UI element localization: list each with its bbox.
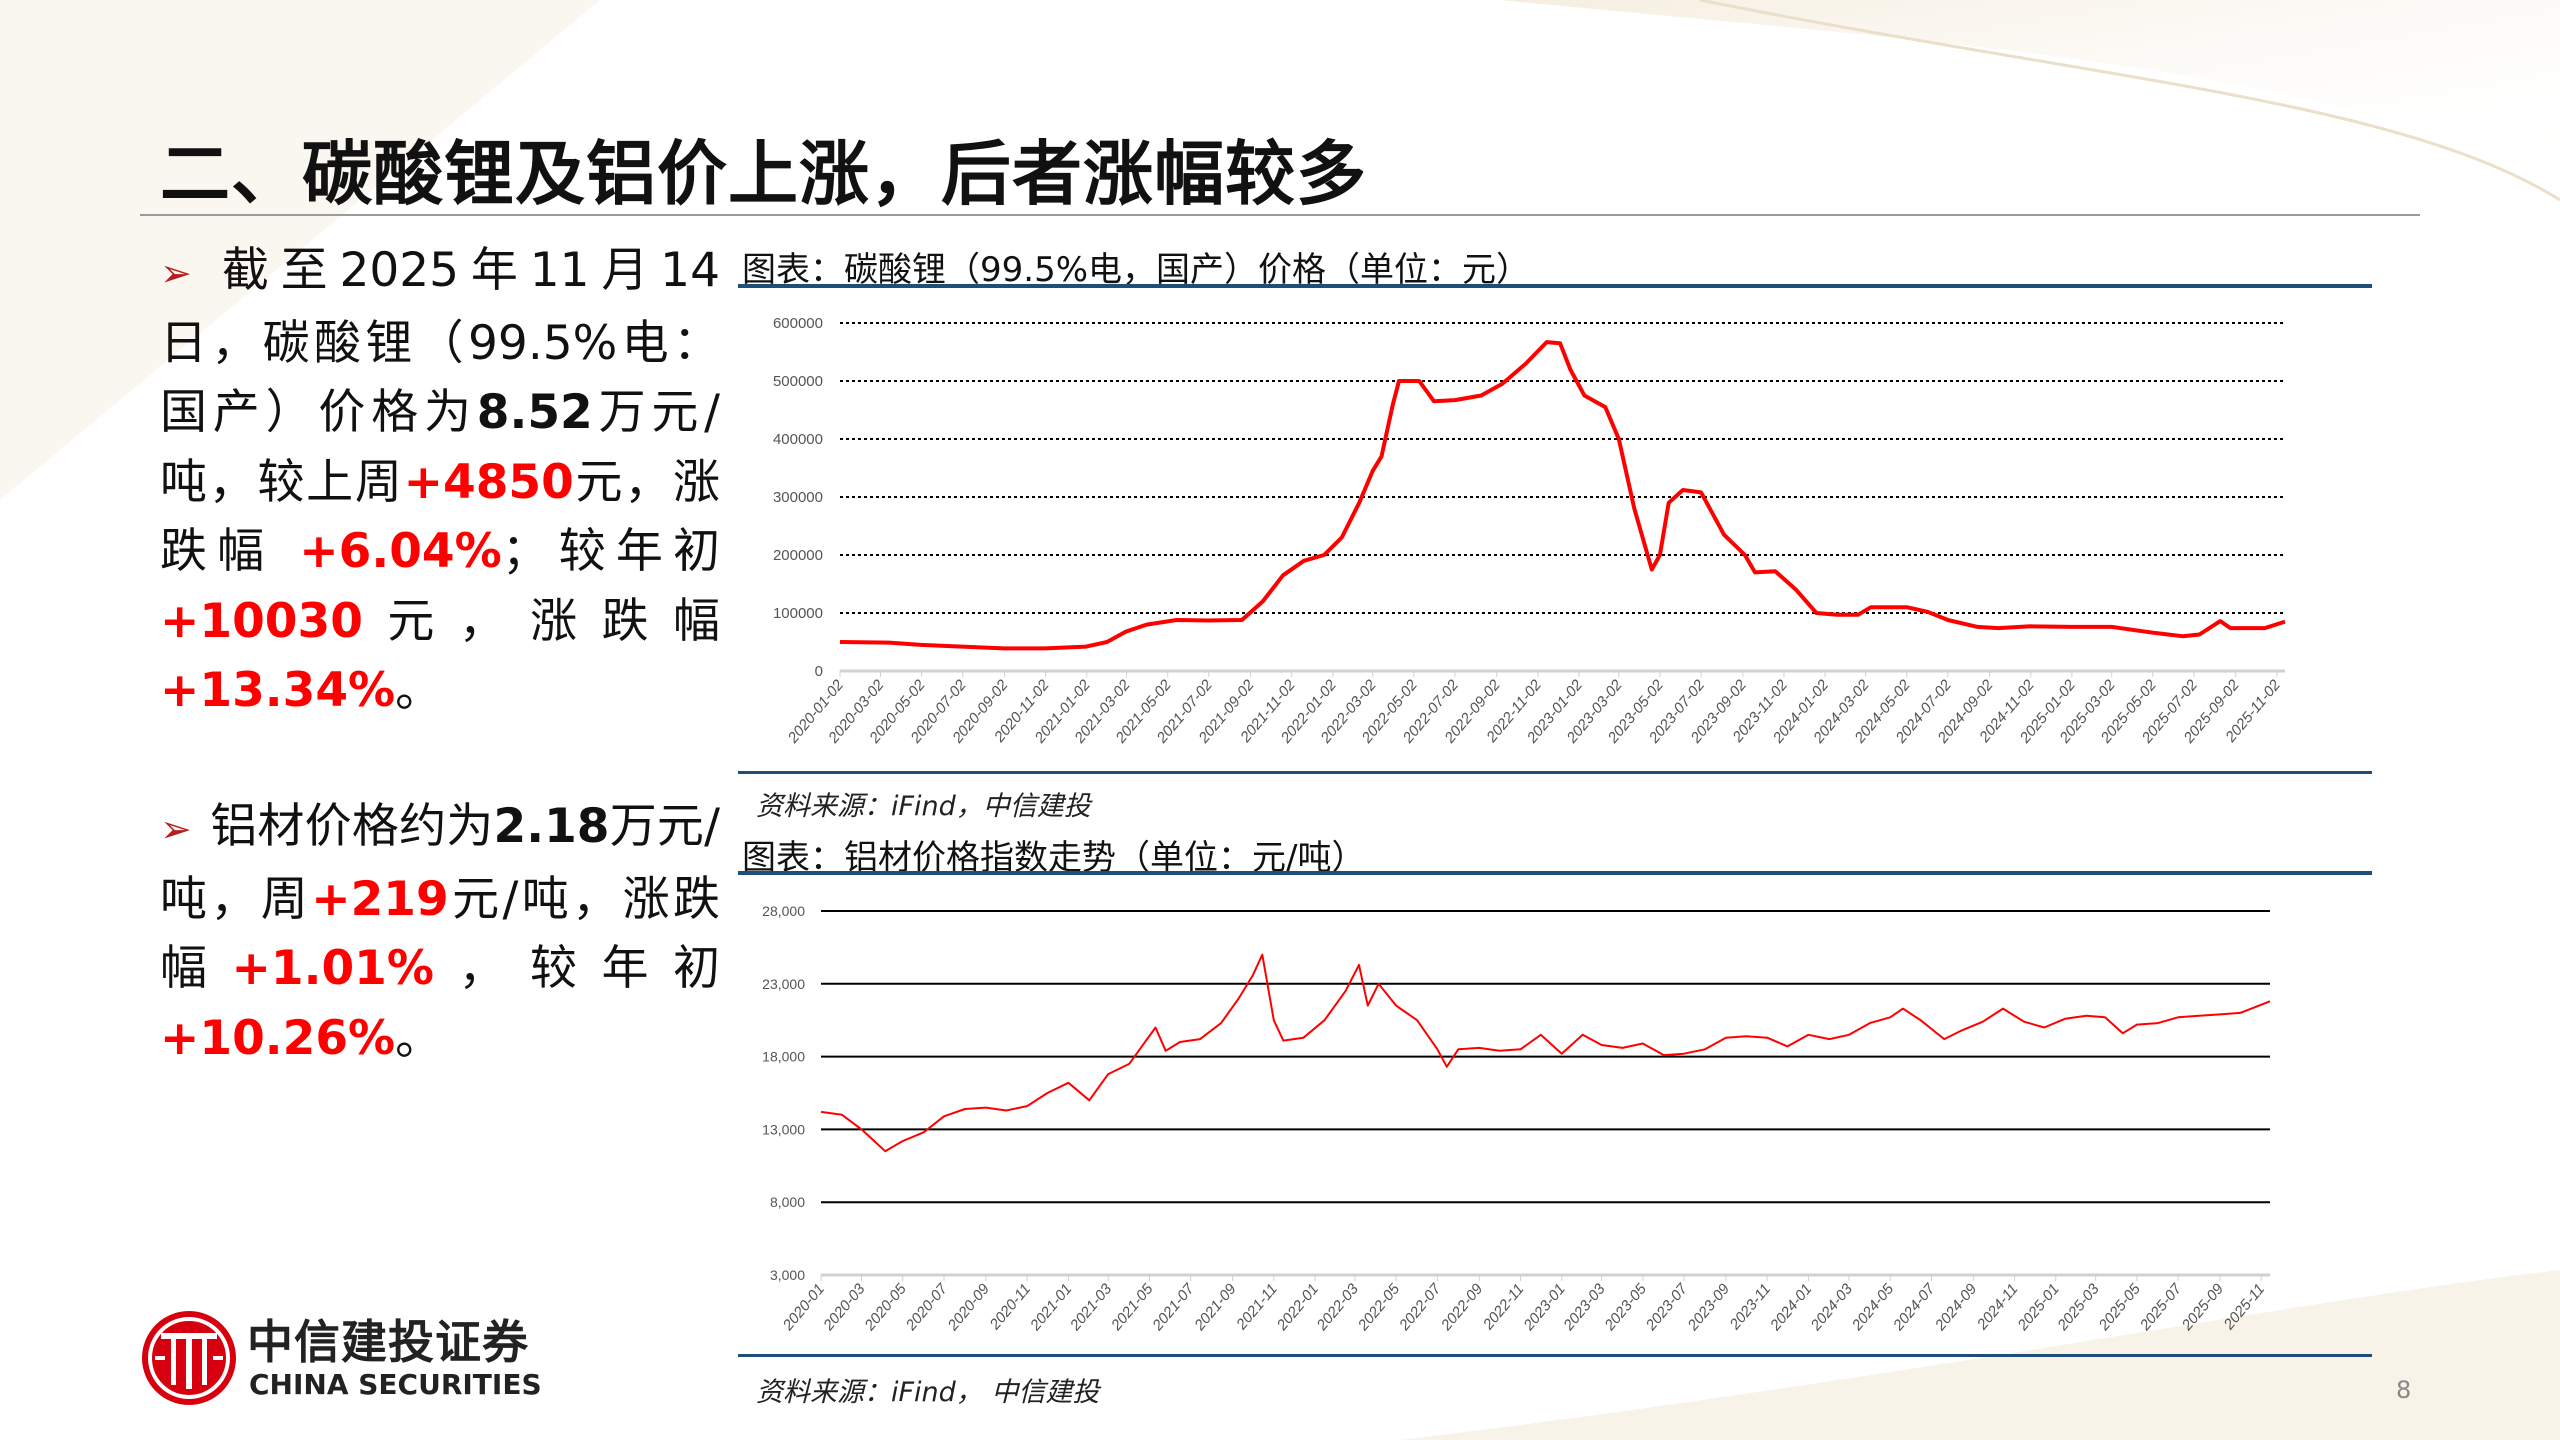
arrowhead-bullet-icon: ➢ [160,251,192,295]
y-tick-label: 3,000 [770,1267,805,1283]
y-tick-label: 23,000 [762,976,805,992]
x-tick-label: 2022-11 [1479,1281,1527,1334]
bullet-text: ；较年初 [501,524,720,579]
y-tick-label: 600000 [773,315,823,332]
x-tick-label: 2021-01 [1026,1281,1075,1335]
citic-emblem-icon [142,1311,236,1405]
bullet-lithium: ➢ 截至2025年11月14日，碳酸锂（99.5%电：国产）价格为8.52万元/吨… [160,236,720,726]
bullet-text: 万元/吨，周 [160,799,720,927]
highlight-value: +219 [311,871,449,927]
bullet-text: 铝材价格约为 [210,799,494,854]
page-title: 二、碳酸锂及铝价上涨，后者涨幅较多 [160,133,1367,215]
x-tick-label: 2022-05 [1354,1280,1403,1334]
x-tick-label: 2020-05 [861,1280,910,1334]
y-tick-label: 200000 [773,547,823,564]
y-tick-label: 28,000 [762,903,805,919]
highlight-value: +6.04% [299,524,502,579]
bullet-text: 8.52 [476,385,593,440]
x-tick-label: 2025-01 [2014,1281,2063,1335]
x-tick-label: 2024-05 [1848,1280,1897,1334]
logo-cn-text: 中信建投证券 [247,1315,529,1369]
x-tick-label: 2023-07 [1642,1280,1691,1334]
chart-heading-lithium: 图表：碳酸锂（99.5%电，国产）价格（单位：元） [742,250,1531,290]
x-tick-label: 2021-07 [1149,1280,1198,1334]
bullet-text: 2.18 [493,799,610,854]
x-tick-label: 2024-01 [1766,1281,1815,1335]
x-tick-label: 2023-03 [1560,1280,1609,1334]
highlight-value: +10030 [160,593,363,649]
x-tick-label: 2025-05 [2095,1280,2144,1334]
y-tick-label: 300000 [773,489,823,506]
x-tick-label: 2025-11 [2220,1281,2268,1334]
logo-en-text: CHINA SECURITIES [249,1368,542,1401]
chart-heading-rule [738,871,2372,875]
x-tick-label: 2020-03 [820,1280,869,1334]
x-tick-label: 2021-03 [1066,1280,1115,1334]
highlight-value: +10.26% [160,1010,396,1066]
x-tick-label: 2023-09 [1684,1280,1733,1334]
bullet-text: 截至2025年11月14日，碳酸锂（99.5%电：国产）价格为 [160,243,720,440]
y-tick-label: 0 [815,663,823,680]
chart-source-aluminum: 资料来源：iFind， 中信建投 [756,1377,1100,1408]
china-securities-logo: 中信建投证券 CHINA SECURITIES [139,1306,559,1410]
x-tick-label: 2024-11 [1973,1281,2021,1334]
title-divider [140,214,2420,216]
x-tick-label: 2022-09 [1437,1280,1486,1334]
page-number: 8 [2396,1376,2412,1404]
highlight-value: +1.01% [231,941,434,996]
x-tick-label: 2022-03 [1313,1280,1362,1334]
x-tick-label: 2020-01 [779,1281,828,1335]
bullet-text: 。 [395,1010,443,1066]
bullet-text: 元，涨跌幅 [362,593,720,649]
y-tick-label: 400000 [773,431,823,448]
bullet-text: 万元/吨，较上周 [160,385,720,510]
arrowhead-bullet-icon: ➢ [160,807,192,851]
x-tick-label: 2020-11 [986,1281,1034,1334]
x-tick-label: 2021-09 [1191,1280,1240,1334]
bullet-text: ，较年初 [433,941,721,996]
y-tick-label: 100000 [773,605,823,622]
x-tick-label: 2021-11 [1233,1281,1281,1334]
bullet-text: 。 [395,663,443,718]
y-tick-label: 18,000 [762,1049,805,1065]
y-tick-label: 500000 [773,373,823,390]
highlight-value: +4850 [403,454,574,510]
x-tick-label: 2022-07 [1395,1280,1444,1334]
x-tick-label: 2024-03 [1807,1280,1856,1334]
x-tick-label: 2022-01 [1273,1281,1322,1335]
x-tick-label: 2020-07 [902,1280,951,1334]
x-tick-label: 2023-01 [1520,1281,1569,1335]
y-tick-label: 8,000 [770,1194,805,1210]
x-tick-label: 2025-03 [2054,1280,2103,1334]
x-tick-label: 2024-07 [1889,1280,1938,1334]
x-tick-label: 2023-11 [1726,1281,1774,1334]
x-tick-label: 2025-09 [2178,1280,2227,1334]
x-tick-label: 2021-05 [1107,1280,1156,1334]
x-tick-label: 2020-09 [944,1280,993,1334]
bullet-text: 元，涨跌幅 [160,454,721,580]
x-tick-label: 2025-07 [2136,1280,2185,1334]
bullet-text: 元/吨，涨跌幅 [160,871,720,997]
x-tick-label: 2024-09 [1931,1280,1980,1334]
chart-bottom-rule [738,771,2372,774]
bullet-aluminum: ➢ 铝材价格约为2.18万元/吨，周+219元/吨，涨跌幅+1.01%，较年初 +1… [160,792,720,1073]
x-tick-label: 2023-05 [1601,1280,1650,1334]
y-tick-label: 13,000 [762,1121,805,1137]
chart-bottom-rule [738,1354,2372,1357]
highlight-value: +13.34% [160,663,396,718]
chart-source-lithium: 资料来源：iFind，中信建投 [756,791,1091,822]
chart-heading-rule [738,284,2372,288]
